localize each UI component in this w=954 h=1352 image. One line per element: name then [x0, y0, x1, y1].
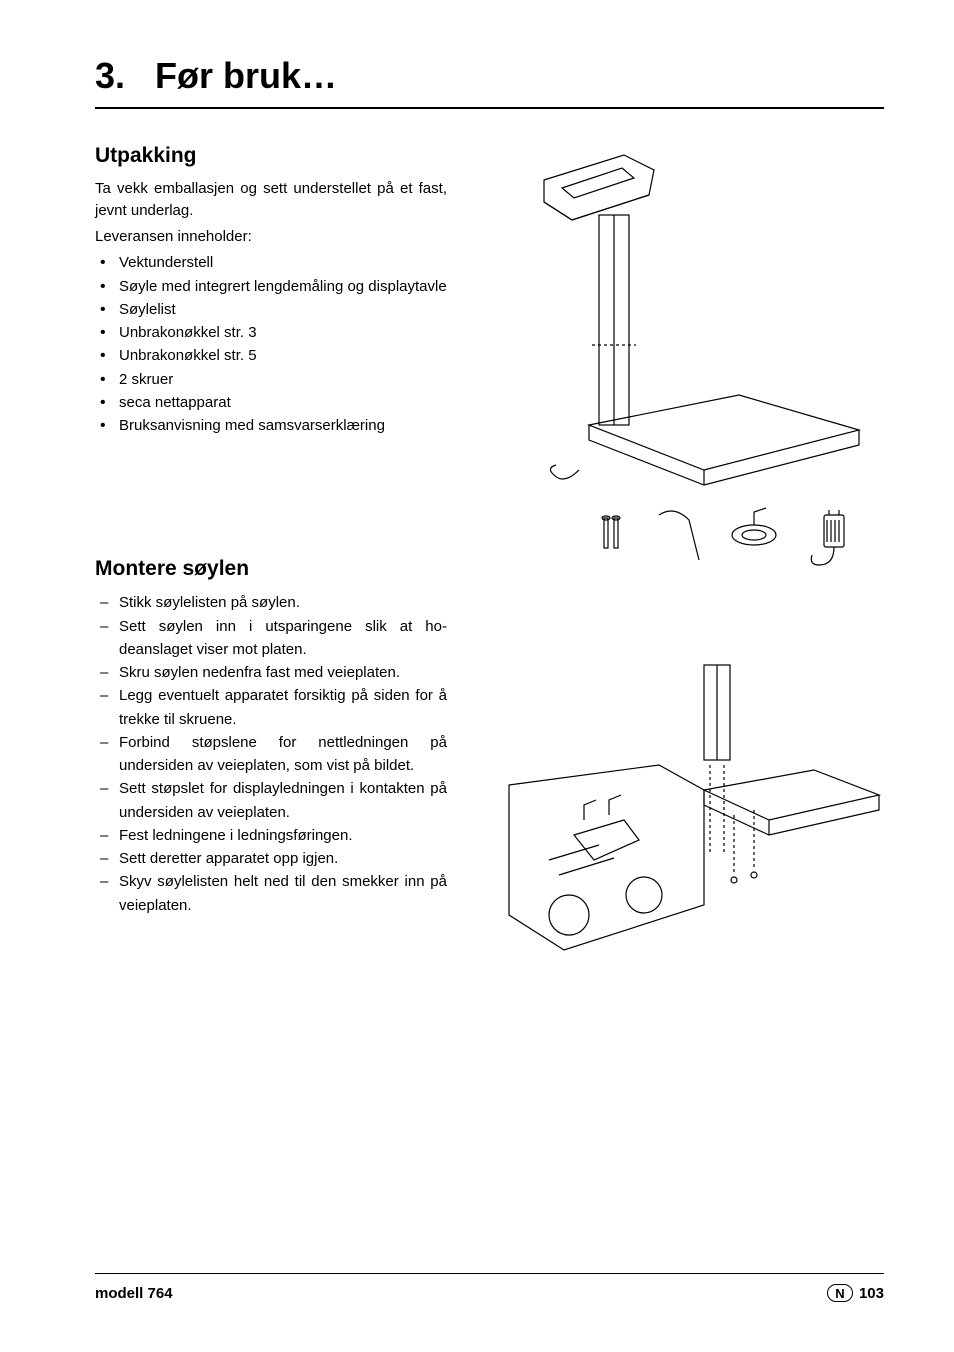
list-item: Stikk søylelisten på søylen.: [97, 591, 447, 614]
section-title-utpakking: Utpakking: [95, 144, 447, 168]
assembly-steps-list: Stikk søylelisten på søylen. Sett søylen…: [95, 591, 447, 917]
list-item: Forbind støpslene for nettledningen på u…: [97, 731, 447, 778]
package-contents-list: Vektunderstell Søyle med integrert lengd…: [95, 251, 447, 437]
list-item: Sett søylen inn i utsparingene slik at h…: [97, 615, 447, 662]
list-item: Skyv søylelisten helt ned til den smek­k…: [97, 870, 447, 917]
figure-scale-assembly: [504, 140, 884, 590]
sub-text: Leveransen inneholder:: [95, 226, 447, 248]
text-column-1: Utpakking Ta vekk emballasjen og sett un…: [95, 144, 447, 437]
list-item: Sett støpslet for displayledningen i kon…: [97, 777, 447, 824]
language-badge: N: [827, 1284, 853, 1302]
chapter-number: 3.: [95, 55, 125, 96]
list-item: Legg eventuelt apparatet forsiktig på si…: [97, 684, 447, 731]
text-column-2: Montere søylen Stikk søylelisten på søyl…: [95, 557, 447, 917]
page-footer: modell 764 N 103: [95, 1273, 884, 1302]
footer-right: N 103: [827, 1284, 884, 1302]
list-item: 2 skruer: [97, 368, 447, 391]
section-title-montere: Montere søylen: [95, 557, 447, 581]
list-item: Bruksanvisning med samsvarserklæ­ring: [97, 414, 447, 437]
figure-mounting-detail: [504, 660, 884, 970]
list-item: Skru søylen nedenfra fast med veie­plate…: [97, 661, 447, 684]
list-item: Søyle med integrert lengdemåling og disp…: [97, 275, 447, 298]
list-item: Vektunderstell: [97, 251, 447, 274]
page-number: 103: [859, 1285, 884, 1302]
footer-model: modell 764: [95, 1285, 173, 1302]
list-item: Unbrakonøkkel str. 3: [97, 321, 447, 344]
list-item: Fest ledningene i ledningsføringen.: [97, 824, 447, 847]
list-item: Sett deretter apparatet opp igjen.: [97, 847, 447, 870]
chapter-name: Før bruk…: [155, 55, 337, 96]
list-item: seca nettapparat: [97, 391, 447, 414]
list-item: Søylelist: [97, 298, 447, 321]
chapter-title: 3. Før bruk…: [95, 55, 884, 109]
list-item: Unbrakonøkkel str. 5: [97, 344, 447, 367]
intro-text: Ta vekk emballasjen og sett understellet…: [95, 178, 447, 222]
